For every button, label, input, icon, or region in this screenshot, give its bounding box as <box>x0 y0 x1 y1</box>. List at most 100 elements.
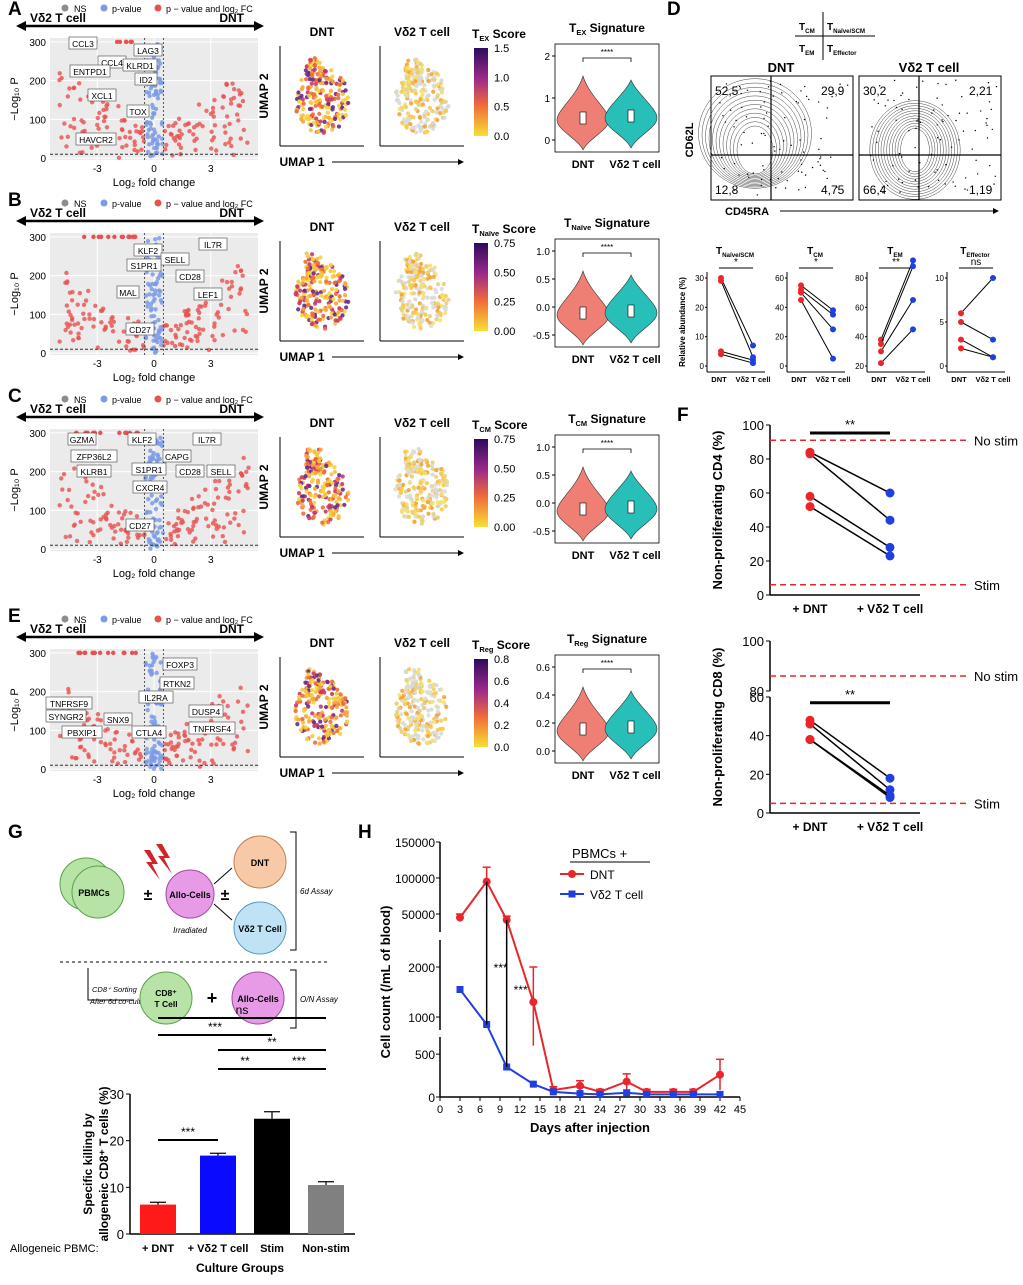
umap-vd2-cell <box>414 251 419 256</box>
gene-label-box <box>132 480 168 494</box>
volcano-point <box>116 510 122 515</box>
gene-label-box <box>175 464 205 478</box>
cd8-pair-line <box>809 723 891 791</box>
umap-dnt-cell <box>340 313 345 318</box>
umap-vd2-cell <box>422 700 427 706</box>
umap-vd2-cell <box>423 723 428 729</box>
pbmc-label: PBMCs <box>78 888 110 898</box>
bar-x-axis-label: Culture Groups <box>196 1261 284 1275</box>
flow-dnt-event <box>820 137 822 140</box>
flow-dnt-event <box>765 112 768 114</box>
volcano-point <box>111 536 116 541</box>
volcano-point <box>101 491 106 497</box>
volcano-point <box>105 650 111 656</box>
volcano-point <box>223 130 228 135</box>
flow-vd2-event <box>976 173 979 175</box>
volcano-point <box>228 97 234 102</box>
pair-dot-dnt <box>798 289 804 296</box>
flow-dnt-event <box>781 171 783 173</box>
cd8-x-dnt: + DNT <box>792 820 828 834</box>
flow-vd2-event <box>936 137 939 139</box>
volcano-point <box>153 763 158 769</box>
volcano-point <box>188 755 193 760</box>
flow-vd2-event <box>893 79 896 82</box>
flow-vd2-event <box>975 159 977 162</box>
flow-dnt-event <box>763 169 765 171</box>
volcano-point <box>191 505 196 510</box>
volcano-point <box>171 523 177 529</box>
umap-dnt-cell <box>313 471 318 476</box>
volcano-point <box>185 330 190 335</box>
umap-vd2-cell <box>412 310 417 315</box>
volcano-point <box>89 530 94 535</box>
umap-dnt-cell <box>324 695 329 701</box>
volcano-point <box>72 522 77 527</box>
umap-vd2-cell <box>432 74 437 79</box>
h-legend-dnt-marker <box>568 870 576 878</box>
umap-dnt-cell <box>316 129 321 134</box>
umap-vd2-cell <box>435 117 440 123</box>
volcano-point <box>182 309 187 314</box>
volcano-point <box>228 294 234 300</box>
umap-vd2-cell <box>432 716 437 721</box>
x-tick-label: 0 <box>151 555 157 566</box>
gene-label: SYNGR2 <box>49 712 84 722</box>
umap-dnt-cell <box>333 321 338 326</box>
volcano-point <box>150 746 155 752</box>
legend-both-dot <box>154 615 162 623</box>
flow-dnt-event <box>836 186 838 188</box>
umap-vd2-cell <box>403 449 408 454</box>
volcano-point <box>236 118 241 123</box>
umap-dnt-cell <box>303 259 308 264</box>
flow-vd2-event <box>964 188 966 190</box>
umap-dnt-cell <box>315 275 320 280</box>
x-tick-label: 3 <box>208 359 214 370</box>
umap-dnt-cell <box>308 58 313 63</box>
umap-dnt-cell <box>329 715 334 720</box>
h-point-vd2 <box>716 1090 724 1098</box>
umap-dnt-cell <box>317 317 323 322</box>
flow-dnt-event <box>733 162 736 165</box>
volcano-point <box>90 650 96 656</box>
volcano-point <box>153 106 159 112</box>
volcano-point <box>80 150 85 155</box>
assay-on-label: O/N Assay <box>300 995 339 1004</box>
gene-label-box <box>175 269 205 283</box>
volcano-point <box>238 268 244 273</box>
dnt-circle <box>233 835 287 889</box>
umap-vd2-cell <box>410 283 415 288</box>
umap-dnt-cell <box>331 297 336 302</box>
umap-dnt-cell <box>318 293 324 298</box>
flow-vd2-event <box>986 124 988 127</box>
volcano-point <box>144 89 149 95</box>
umap-dnt-cell <box>346 490 351 495</box>
umap-dnt-cell <box>317 111 322 116</box>
signature-title-main: T <box>564 216 572 230</box>
cd4-stim-label: Stim <box>974 578 1000 593</box>
panel-letter-g: G <box>8 822 23 843</box>
flow-vd2-event <box>898 152 901 155</box>
gene-label-box <box>133 43 163 57</box>
flow-dnt-q-tr: 29,9 <box>821 84 845 98</box>
umap-dnt-cell <box>326 490 331 495</box>
umap-vd2-cell <box>440 726 445 731</box>
umap-dnt-cell <box>328 268 333 274</box>
flow-vd2-event <box>954 185 956 187</box>
volcano-point <box>59 476 64 481</box>
h-point-vd2 <box>643 1090 651 1098</box>
umap-vd2-cell <box>410 682 416 687</box>
volcano-point <box>105 727 110 732</box>
flow-vd2-event <box>916 86 918 88</box>
umap-vd2-cell <box>402 117 407 122</box>
flow-dnt-event <box>781 92 783 94</box>
umap-vd2-cell <box>433 482 438 487</box>
y-tick-label: 200 <box>29 77 46 88</box>
cd8-dot-vd2 <box>885 773 895 783</box>
panel-f: 100 80 60 40 20 0 No stim Stim ** + DNT + Vδ2 T ce… <box>680 405 1023 835</box>
flow-dnt-event <box>786 179 788 182</box>
violin-x-dnt: DNT <box>572 354 595 366</box>
volcano-point <box>104 517 109 522</box>
flow-vd2-event <box>885 180 887 183</box>
